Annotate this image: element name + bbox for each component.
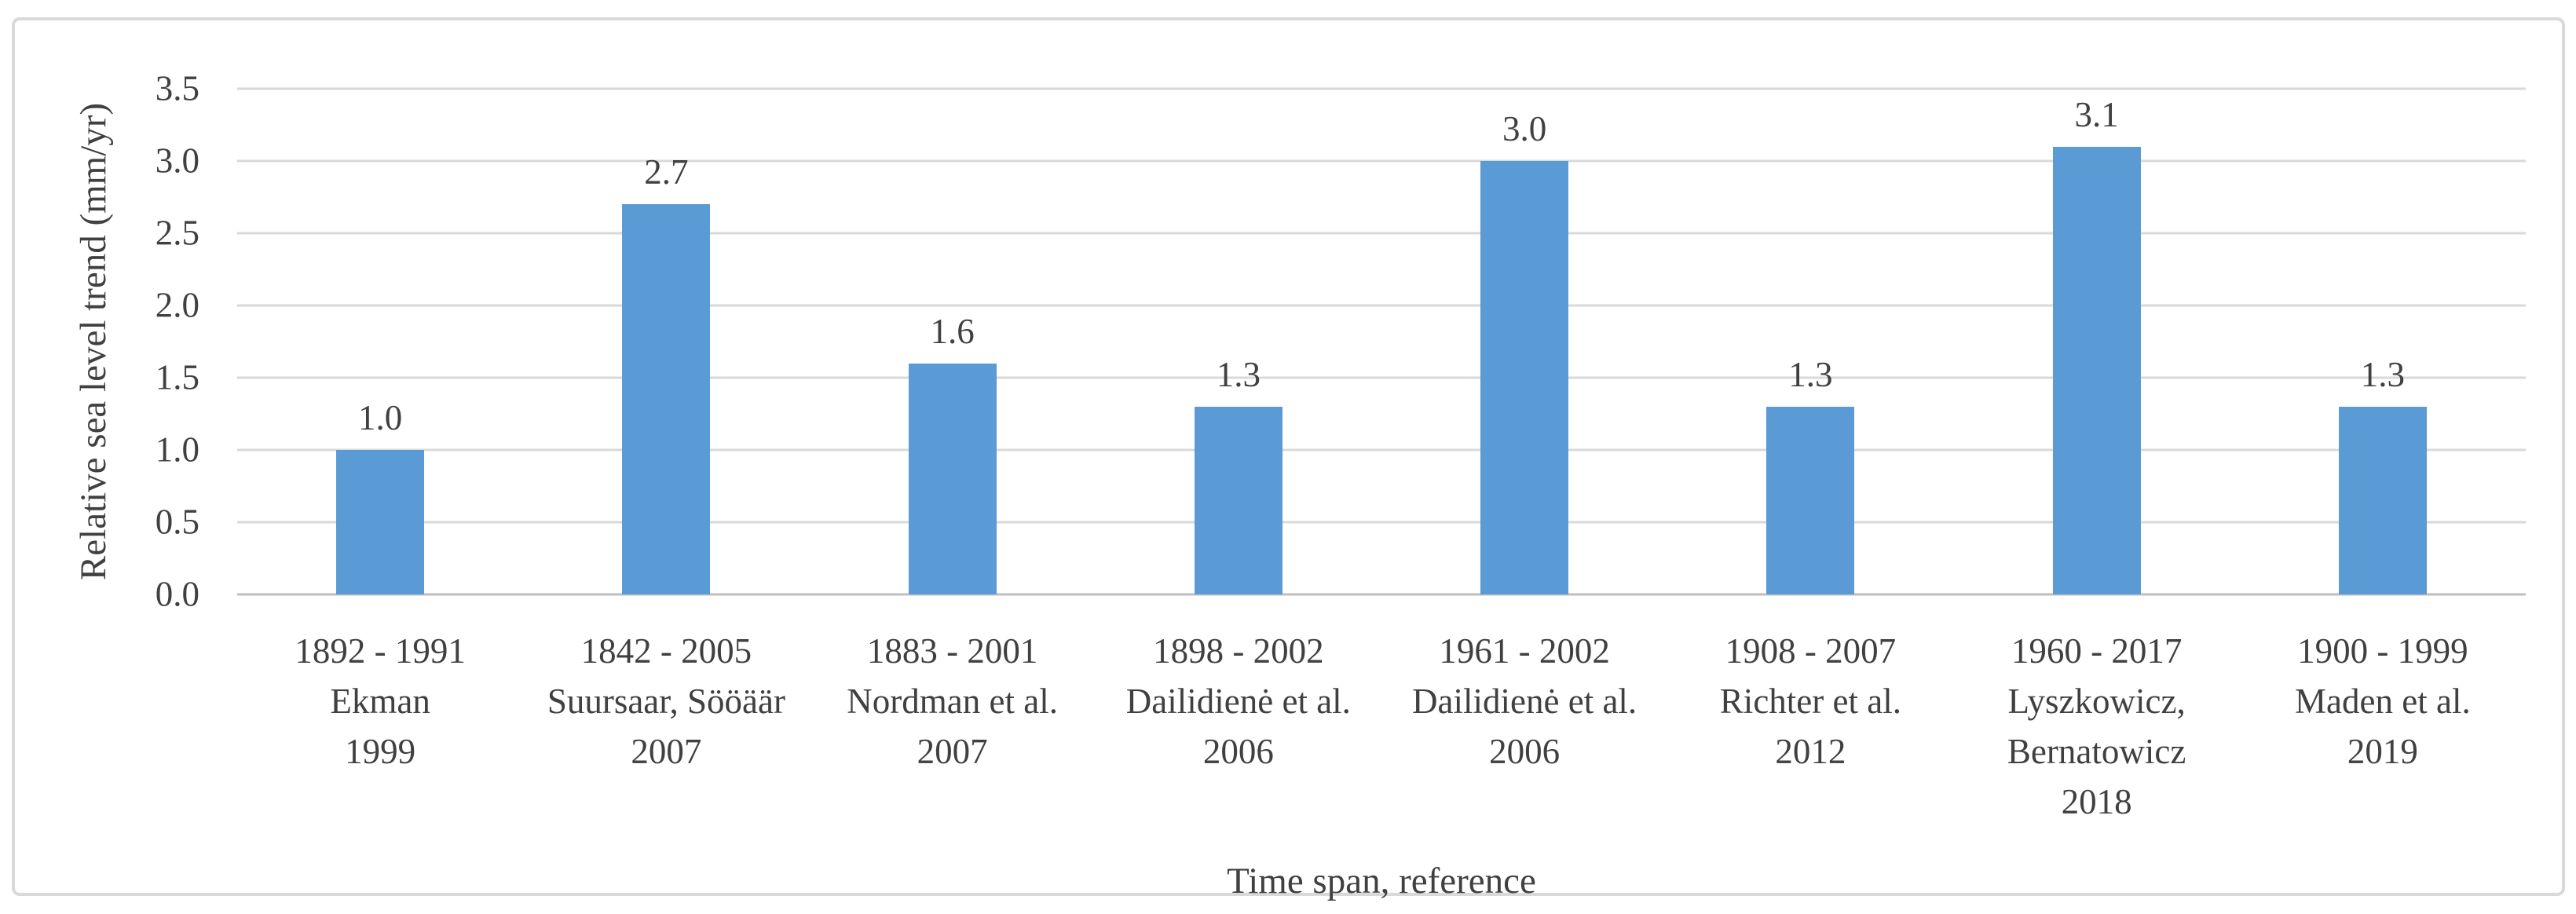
category-label-line: Richter et al. [1719,682,1901,721]
category-label-line: 1900 - 1999 [2297,631,2468,671]
category-label: 1842 - 2005 Suursaar, Sööäär 2007 [523,626,809,777]
category-label-line: 1892 - 1991 [295,631,466,671]
gridline [237,87,2526,90]
gridline [237,304,2526,307]
y-tick-label: 3.0 [155,141,199,181]
category-label-line: 1908 - 2007 [1725,631,1897,671]
y-tick-label: 3.5 [155,68,199,108]
bar-value-label: 3.1 [2074,94,2119,134]
chart-frame: 3.5 3.0 2.5 2.0 1.5 1.0 0.5 0.0 1.0 1892 - 1991 Ek… [12,17,2565,901]
bar [622,204,711,594]
bar [2338,406,2427,594]
bar-value-label: 1.3 [1216,354,1261,394]
category-label: 1908 - 2007 Richter et al. 2012 [1667,626,1953,777]
y-tick-label: 2.5 [155,213,199,253]
category-label: 1960 - 2017 Lyszkowicz, Bernatowicz 2018 [1954,626,2240,827]
bar [908,363,997,594]
category-label-line: 1999 [345,732,416,771]
category-label-line: 2018 [2061,782,2132,821]
category-label-line: Maden et al. [2295,682,2471,721]
category-label-line: 2012 [1775,732,1846,771]
category-label-line: 2006 [1202,732,1274,771]
bar [1766,406,1855,594]
category-label-line: 1960 - 2017 [2011,631,2183,671]
x-axis-line [237,593,2526,596]
bar-value-label: 1.6 [930,311,975,351]
category-label-line: Bernatowicz [2007,732,2186,771]
category-label-line: Dailidienė et al. [1412,682,1637,721]
category-label: 1898 - 2002 Dailidienė et al. 2006 [1096,626,1381,777]
category-label-line: 1961 - 2002 [1439,631,1610,671]
gridline [237,376,2526,379]
category-label: 1900 - 1999 Maden et al. 2019 [2240,626,2526,777]
y-axis-title: Relative sea level trend (mm/yr) [73,102,114,581]
category-label-line: 1898 - 2002 [1153,631,1324,671]
category-label-line: Lyszkowicz, [2007,682,2186,721]
category-label-line: 2007 [631,732,702,771]
gridline [237,521,2526,524]
bar-value-label: 1.0 [358,398,403,437]
gridline [237,448,2526,452]
bar-value-label: 3.0 [1502,109,1547,148]
y-tick-label: 2.0 [155,285,199,325]
category-label: 1892 - 1991 Ekman 1999 [237,626,523,777]
y-tick-label: 0.0 [155,574,199,614]
bar-value-label: 1.3 [2360,354,2405,394]
bar [336,450,425,594]
category-label-line: Ekman [330,682,430,721]
bar-value-label: 1.3 [1788,354,1833,394]
bar [1194,406,1283,594]
category-label-line: Suursaar, Sööäär [547,682,785,721]
category-label-line: 1842 - 2005 [580,631,752,671]
category-label-line: 2007 [917,732,988,771]
y-tick-label: 1.0 [155,430,199,470]
category-label-line: Nordman et al. [847,682,1058,721]
plot-area: 3.5 3.0 2.5 2.0 1.5 1.0 0.5 0.0 1.0 1892 - 1991 Ek… [156,71,2526,821]
category-label-line: 2019 [2347,732,2418,771]
bar-value-label: 2.7 [644,152,689,192]
bar [1480,161,1569,594]
category-label-line: 1883 - 2001 [866,631,1038,671]
category-label-line: Dailidienė et al. [1125,682,1351,721]
bar [2052,146,2141,594]
category-label-line: 2006 [1489,732,1561,771]
gridline [237,232,2526,235]
category-label: 1961 - 2002 Dailidienė et al. 2006 [1381,626,1667,777]
gridline [237,159,2526,163]
category-label: 1883 - 2001 Nordman et al. 2007 [810,626,1096,777]
x-axis-title: Time span, reference [1227,861,1536,901]
y-tick-label: 1.5 [155,357,199,397]
y-tick-label: 0.5 [155,502,199,542]
